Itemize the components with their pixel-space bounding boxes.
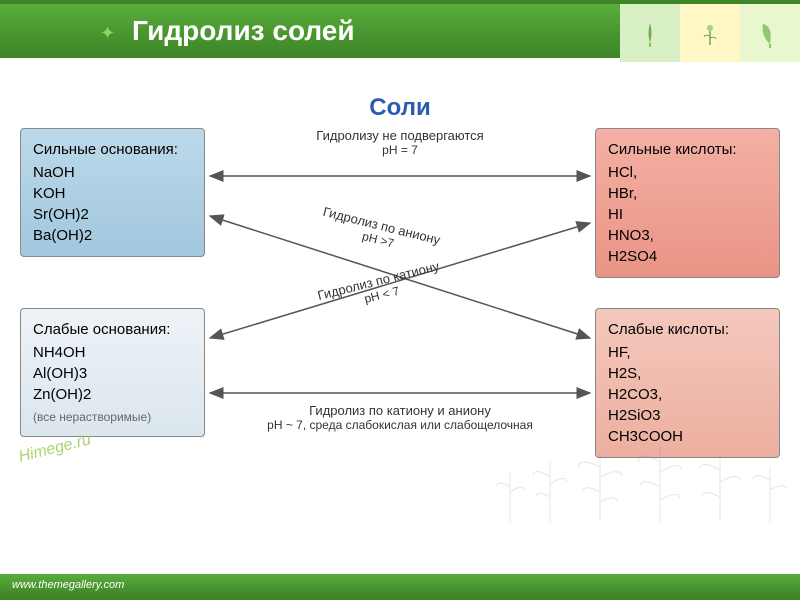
box-title: Сильные основания: bbox=[33, 139, 192, 160]
box-item: HNO3, bbox=[608, 225, 767, 246]
diagram-content: Соли Сильные основания: NaOH KOH Sr(OH)2… bbox=[0, 58, 800, 548]
box-item: H2S, bbox=[608, 363, 767, 384]
edge-label-top: Гидролизу не подвергаются pH = 7 bbox=[280, 128, 520, 157]
box-item: Al(OH)3 bbox=[33, 363, 192, 384]
box-title: Слабые основания: bbox=[33, 319, 192, 340]
box-item: Zn(OH)2 bbox=[33, 384, 192, 405]
diagram-title: Соли bbox=[369, 94, 430, 122]
box-item: H2CO3, bbox=[608, 384, 767, 405]
box-item: KOH bbox=[33, 183, 192, 204]
box-item: HI bbox=[608, 204, 767, 225]
edge-label-cation: Гидролиз по катиону pH < 7 bbox=[279, 249, 480, 326]
header-bar: ✦ Гидролиз солей bbox=[0, 0, 800, 58]
box-item: NaOH bbox=[33, 162, 192, 183]
deco-square bbox=[680, 4, 740, 62]
bullet-icon: ✦ bbox=[100, 23, 116, 39]
box-item: HF, bbox=[608, 342, 767, 363]
box-item: Ba(OH)2 bbox=[33, 225, 192, 246]
edge-label-text: Гидролизу не подвергаются bbox=[280, 128, 520, 143]
box-strong-acid: Сильные кислоты: HCl, HBr, HI HNO3, H2SO… bbox=[595, 128, 780, 278]
box-item: HBr, bbox=[608, 183, 767, 204]
box-item: Sr(OH)2 bbox=[33, 204, 192, 225]
deco-square bbox=[740, 4, 800, 62]
box-strong-base: Сильные основания: NaOH KOH Sr(OH)2 Ba(O… bbox=[20, 128, 205, 257]
box-item: NH4OH bbox=[33, 342, 192, 363]
deco-square bbox=[620, 4, 680, 62]
box-title: Слабые кислоты: bbox=[608, 319, 767, 340]
edge-label-sub: pH = 7 bbox=[280, 143, 520, 157]
header-deco bbox=[620, 4, 800, 62]
box-weak-base: Слабые основания: NH4OH Al(OH)3 Zn(OH)2 … bbox=[20, 308, 205, 437]
footer-bar: www.themegallery.com bbox=[0, 574, 800, 600]
plants-deco-icon bbox=[480, 412, 800, 522]
box-note: (все нерастворимые) bbox=[33, 409, 192, 426]
box-item: HCl, bbox=[608, 162, 767, 183]
box-title: Сильные кислоты: bbox=[608, 139, 767, 160]
box-item: H2SO4 bbox=[608, 246, 767, 267]
page-title: Гидролиз солей bbox=[132, 15, 355, 47]
footer-text: www.themegallery.com bbox=[12, 579, 124, 591]
